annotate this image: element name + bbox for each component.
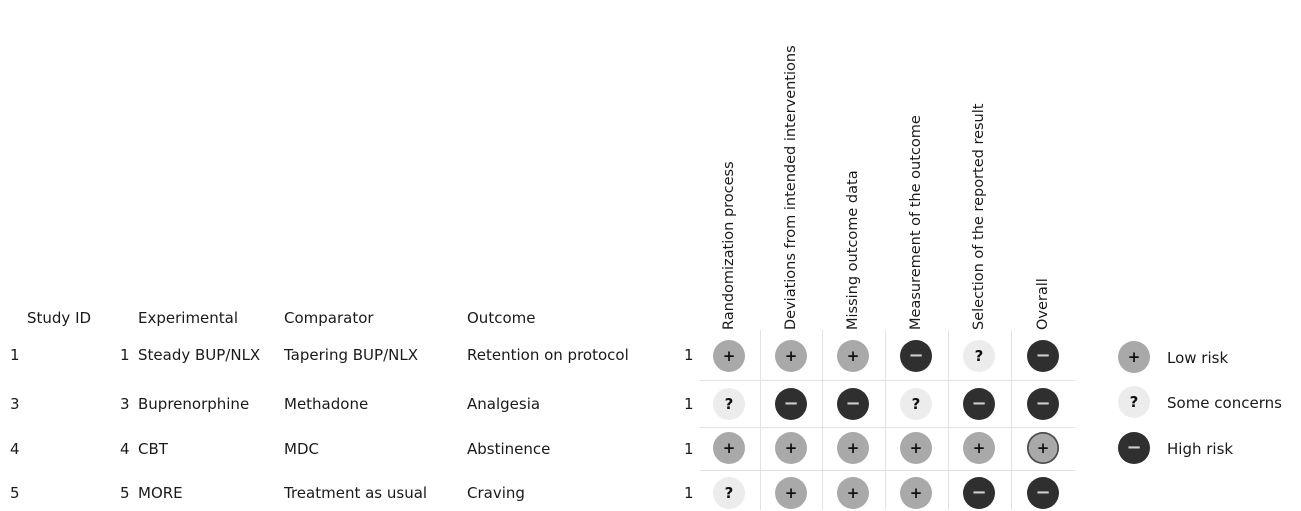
rating-low-icon: + bbox=[837, 340, 869, 372]
rating-low-icon: + bbox=[837, 477, 869, 509]
grid-vline-1 bbox=[760, 330, 761, 510]
comparator-cell: Treatment as usual bbox=[284, 484, 428, 502]
comparator-cell: MDC bbox=[284, 440, 319, 458]
rating-some-icon: ? bbox=[900, 388, 932, 420]
rating-low-icon: + bbox=[963, 432, 995, 464]
rating-some-icon: ? bbox=[713, 477, 745, 509]
experimental-number-cell: 4 bbox=[120, 440, 130, 458]
weight-cell: 1 bbox=[684, 484, 694, 502]
rating-high-icon: − bbox=[963, 477, 995, 509]
rating-high-icon: − bbox=[775, 388, 807, 420]
experimental-number-cell: 5 bbox=[120, 484, 130, 502]
grid-vline-2 bbox=[822, 330, 823, 510]
header-experimental: Experimental bbox=[138, 309, 239, 327]
header-outcome: Outcome bbox=[467, 309, 536, 327]
weight-cell: 1 bbox=[684, 346, 694, 364]
grid-vline-5 bbox=[1011, 330, 1012, 510]
legend-label: Some concerns bbox=[1167, 394, 1282, 412]
rating-low-icon: + bbox=[837, 432, 869, 464]
legend-low-icon: + bbox=[1118, 341, 1150, 373]
rating-low-icon: + bbox=[775, 432, 807, 464]
rating-high-icon: − bbox=[837, 388, 869, 420]
experimental-cell: CBT bbox=[138, 440, 168, 458]
rating-some-icon: ? bbox=[963, 340, 995, 372]
legend-label: Low risk bbox=[1167, 349, 1229, 367]
header-study-id: Study ID bbox=[27, 309, 92, 327]
rating-high-icon: − bbox=[963, 388, 995, 420]
rating-low-icon: + bbox=[900, 477, 932, 509]
rating-low-icon: + bbox=[775, 477, 807, 509]
experimental-cell: MORE bbox=[138, 484, 183, 502]
weight-cell: 1 bbox=[684, 440, 694, 458]
domain-header-1: Randomization process bbox=[721, 161, 737, 330]
study-id-cell: 5 bbox=[10, 484, 20, 502]
experimental-number-cell: 3 bbox=[120, 395, 130, 413]
rating-some-icon: ? bbox=[713, 388, 745, 420]
weight-cell: 1 bbox=[684, 395, 694, 413]
legend-high-icon: − bbox=[1118, 432, 1150, 464]
outcome-cell: Analgesia bbox=[467, 395, 541, 413]
domain-header-5: Selection of the reported result bbox=[971, 103, 987, 330]
domain-header-3: Missing outcome data bbox=[845, 170, 861, 330]
rating-low-icon: + bbox=[713, 340, 745, 372]
legend-some-icon: ? bbox=[1118, 386, 1150, 418]
rating-low-icon: + bbox=[775, 340, 807, 372]
outcome-cell: Abstinence bbox=[467, 440, 551, 458]
grid-hline-3 bbox=[700, 470, 1075, 471]
grid-vline-4 bbox=[948, 330, 949, 510]
domain-header-6: Overall bbox=[1035, 278, 1051, 330]
rating-low-icon: + bbox=[1027, 432, 1059, 464]
study-id-cell: 4 bbox=[10, 440, 20, 458]
rating-low-icon: + bbox=[900, 432, 932, 464]
comparator-cell: Methadone bbox=[284, 395, 369, 413]
outcome-cell: Craving bbox=[467, 484, 525, 502]
grid-vline-3 bbox=[885, 330, 886, 510]
header-comparator: Comparator bbox=[284, 309, 374, 327]
study-id-cell: 1 bbox=[10, 346, 20, 364]
legend-label: High risk bbox=[1167, 440, 1234, 458]
experimental-cell: Steady BUP/NLX bbox=[138, 346, 261, 364]
rating-high-icon: − bbox=[1027, 340, 1059, 372]
domain-header-2: Deviations from intended interventions bbox=[783, 45, 799, 330]
grid-hline-1 bbox=[700, 380, 1075, 381]
experimental-number-cell: 1 bbox=[120, 346, 130, 364]
rating-high-icon: − bbox=[1027, 388, 1059, 420]
study-id-cell: 3 bbox=[10, 395, 20, 413]
rating-high-icon: − bbox=[900, 340, 932, 372]
experimental-cell: Buprenorphine bbox=[138, 395, 250, 413]
rating-high-icon: − bbox=[1027, 477, 1059, 509]
rating-low-icon: + bbox=[713, 432, 745, 464]
domain-header-4: Measurement of the outcome bbox=[908, 115, 924, 330]
outcome-cell: Retention on protocol bbox=[467, 346, 629, 364]
comparator-cell: Tapering BUP/NLX bbox=[284, 346, 418, 364]
grid-hline-2 bbox=[700, 427, 1075, 428]
